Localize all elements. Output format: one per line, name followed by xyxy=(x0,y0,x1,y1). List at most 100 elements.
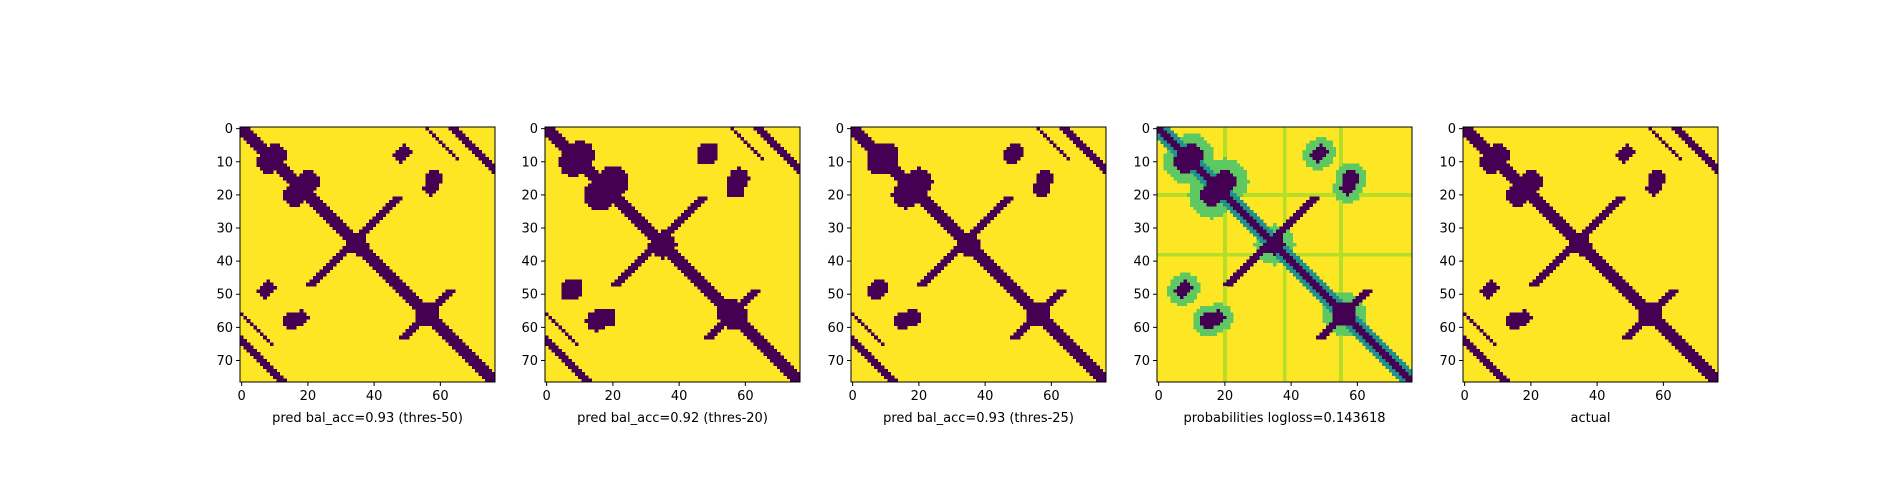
heatmap-cell xyxy=(1239,166,1244,171)
heatmap-cell xyxy=(1190,289,1194,293)
heatmap-cell xyxy=(913,312,918,317)
heatmap-cell xyxy=(637,256,642,260)
heatmap-cell xyxy=(1056,329,1061,333)
heatmap-cell xyxy=(664,239,668,244)
heatmap-cell xyxy=(1200,179,1204,184)
heatmap-cell xyxy=(1499,160,1504,164)
heatmap-cell xyxy=(435,170,440,174)
heatmap-cell xyxy=(1332,292,1337,297)
heatmap-cell xyxy=(953,226,958,231)
heatmap-cell xyxy=(1036,176,1041,181)
heatmap-cell xyxy=(1355,325,1360,330)
heatmap-cell xyxy=(1282,140,1287,144)
heatmap-cell xyxy=(1046,312,1051,317)
heatmap-cell xyxy=(597,186,602,191)
heatmap-cell xyxy=(910,315,915,320)
heatmap-cell xyxy=(1645,312,1649,317)
heatmap-cell xyxy=(455,345,459,350)
heatmap-cell xyxy=(743,315,748,320)
heatmap-cell xyxy=(349,236,353,240)
heatmap-cell xyxy=(776,150,781,154)
heatmap-cell xyxy=(259,146,264,151)
heatmap-cell xyxy=(1306,146,1310,151)
heatmap-cell xyxy=(923,196,928,201)
heatmap-cell xyxy=(1335,252,1340,257)
heatmap-cell xyxy=(432,179,436,184)
heatmap-cell xyxy=(1315,166,1320,171)
heatmap-cell xyxy=(568,295,572,300)
heatmap-cell xyxy=(1036,189,1041,194)
heatmap-cell xyxy=(617,206,622,211)
heatmap-cell xyxy=(1335,186,1340,191)
heatmap-cell xyxy=(1166,146,1171,151)
heatmap-cell xyxy=(263,295,267,300)
heatmap-cell xyxy=(1096,372,1100,376)
heatmap-cell xyxy=(548,127,553,131)
heatmap-cell xyxy=(770,352,774,356)
heatmap-cell xyxy=(1352,189,1357,194)
heatmap-cells xyxy=(240,127,496,383)
heatmap-cell xyxy=(359,236,363,240)
heatmap-cell xyxy=(395,150,400,154)
heatmap-cell xyxy=(578,292,582,297)
heatmap-cell xyxy=(1362,252,1367,257)
heatmap-cell xyxy=(405,299,410,303)
heatmap-cell xyxy=(1506,156,1510,161)
heatmap-cell xyxy=(302,179,307,184)
heatmap-cell xyxy=(1714,163,1719,168)
heatmap-cell xyxy=(694,206,698,211)
heatmap-cell xyxy=(1322,305,1327,310)
heatmap-cell xyxy=(1289,259,1294,264)
heatmap-cell xyxy=(1203,183,1208,188)
heatmap-cell xyxy=(1163,153,1168,158)
heatmap-cell xyxy=(1499,166,1504,171)
heatmap-cell xyxy=(1555,216,1560,221)
heatmap-cell xyxy=(897,203,902,207)
heatmap-cell xyxy=(973,246,978,250)
heatmap-cell xyxy=(273,372,277,376)
heatmap-cell xyxy=(1000,272,1004,277)
heatmap-cell xyxy=(611,186,615,191)
heatmap-cell xyxy=(687,213,692,217)
heatmap-cell xyxy=(1019,153,1024,158)
heatmap-cell xyxy=(1289,246,1294,250)
heatmap-cell xyxy=(913,189,918,194)
heatmap-cell xyxy=(1549,262,1553,267)
heatmap-cell xyxy=(445,325,450,330)
heatmap-cell xyxy=(263,170,267,174)
heatmap-cell xyxy=(1016,329,1021,333)
heatmap-cell xyxy=(584,163,589,168)
heatmap-cell xyxy=(1173,163,1178,168)
heatmap-cell xyxy=(1200,173,1204,178)
heatmap-cell xyxy=(1180,163,1184,168)
heatmap-cell xyxy=(1359,329,1363,333)
heatmap-cell xyxy=(385,269,390,274)
heatmap-cell xyxy=(1509,325,1514,330)
heatmap-cell xyxy=(1200,153,1204,158)
heatmap-cell xyxy=(1203,189,1208,194)
heatmap-cell xyxy=(1315,285,1320,290)
heatmap-cell xyxy=(1233,193,1237,197)
heatmap-cell xyxy=(713,325,718,330)
heatmap-cell xyxy=(263,362,267,366)
heatmap-cell xyxy=(1535,179,1540,184)
heatmap-cell xyxy=(491,378,496,383)
heatmap-cell xyxy=(740,305,745,310)
heatmap-cell xyxy=(296,203,301,207)
heatmap-cell xyxy=(1325,289,1330,293)
heatmap-cell xyxy=(1226,173,1231,178)
heatmap-cell xyxy=(1062,130,1067,135)
heatmap-cell xyxy=(1565,249,1570,254)
heatmap-cell xyxy=(1641,312,1646,317)
heatmap-cell xyxy=(1170,133,1174,138)
heatmap-cell xyxy=(591,189,596,194)
heatmap-cell xyxy=(458,130,463,135)
heatmap-cell xyxy=(369,262,373,267)
heatmap-cell xyxy=(1349,319,1353,323)
heatmap-cell xyxy=(1602,262,1606,267)
heatmap-cell xyxy=(306,282,310,287)
heatmap-cell xyxy=(286,322,291,327)
heatmap-cell xyxy=(1193,140,1198,144)
heatmap-cell xyxy=(1076,143,1080,148)
